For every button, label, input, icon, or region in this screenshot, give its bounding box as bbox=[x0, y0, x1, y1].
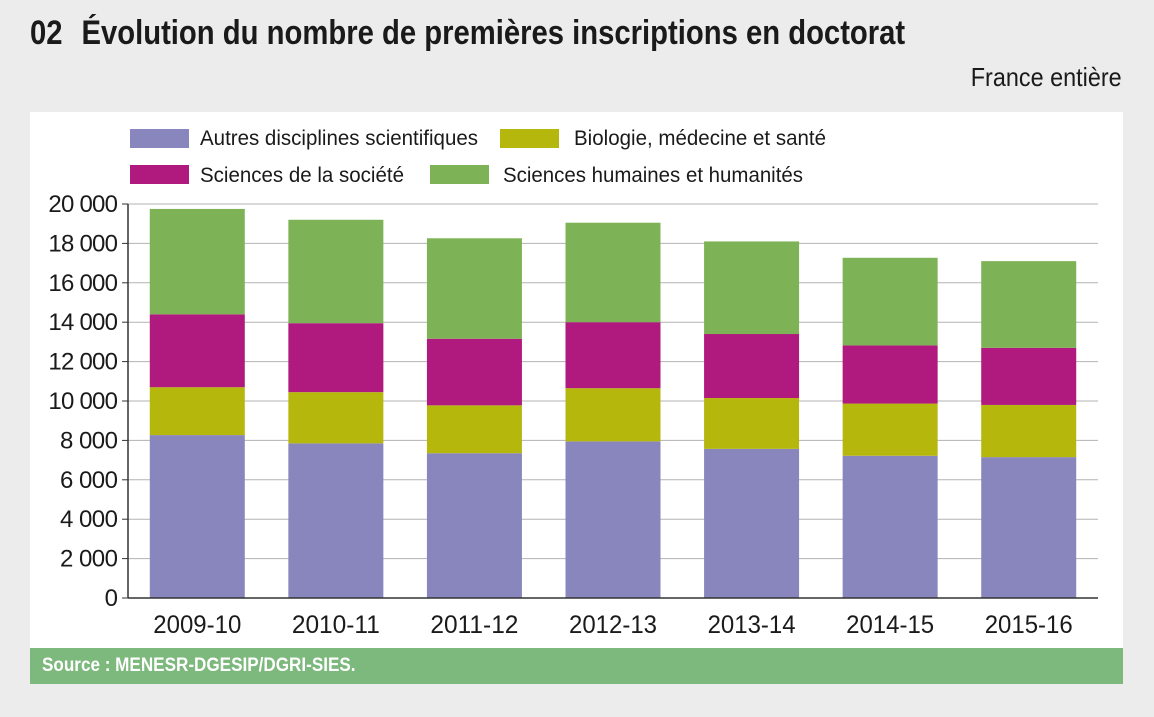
y-tick-label: 4 000 bbox=[60, 506, 118, 533]
y-tick-label: 16 000 bbox=[48, 270, 118, 297]
x-tick-label: 2011-12 bbox=[430, 611, 518, 639]
legend-swatch-0 bbox=[130, 129, 189, 148]
bar-segment-1 bbox=[288, 392, 384, 444]
bar-segment-3 bbox=[704, 241, 800, 335]
y-tick-label: 0 bbox=[105, 585, 118, 612]
bar-segment-0 bbox=[288, 443, 384, 598]
bar-segment-2 bbox=[842, 345, 938, 404]
y-tick-label: 18 000 bbox=[48, 230, 118, 257]
y-tick-label: 10 000 bbox=[48, 388, 118, 415]
y-tick-label: 8 000 bbox=[60, 427, 118, 454]
y-tick-label: 2 000 bbox=[60, 546, 118, 573]
bar-segment-0 bbox=[565, 441, 661, 598]
bar-segment-2 bbox=[981, 347, 1077, 405]
figure-title: Évolution du nombre de premières inscrip… bbox=[81, 14, 906, 52]
bar-segment-2 bbox=[426, 338, 522, 406]
y-tick-label: 20 000 bbox=[48, 191, 118, 218]
x-tick-label: 2015-16 bbox=[985, 611, 1073, 639]
bar-segment-1 bbox=[565, 388, 661, 442]
legend-label-1: Biologie, médecine et santé bbox=[574, 127, 826, 150]
axes: 0 2 000 4 000 6 000 8 000 10 000 12 000 14 000 1… bbox=[48, 191, 1098, 639]
x-tick-label: 2014-15 bbox=[846, 611, 934, 639]
bar-segment-3 bbox=[981, 261, 1077, 348]
x-tick-label: 2012-13 bbox=[569, 611, 657, 639]
legend-label-3: Sciences humaines et humanités bbox=[503, 164, 803, 187]
bar-segment-2 bbox=[288, 323, 384, 393]
bar-segment-0 bbox=[426, 453, 522, 598]
bar-segment-3 bbox=[426, 238, 522, 339]
figure-number: 02 bbox=[30, 14, 63, 52]
legend-label-0: Autres disciplines scientifiques bbox=[200, 127, 478, 150]
bar-segment-0 bbox=[842, 455, 938, 598]
y-tick-label: 6 000 bbox=[60, 467, 118, 494]
bar-segment-1 bbox=[981, 404, 1077, 458]
bar-segment-1 bbox=[149, 387, 245, 436]
bar-segment-0 bbox=[149, 435, 245, 598]
x-tick-label: 2009-10 bbox=[153, 611, 241, 639]
bar-segment-1 bbox=[426, 405, 522, 454]
bar-segment-1 bbox=[842, 403, 938, 456]
page-title: 02 Évolution du nombre de premières inscr… bbox=[30, 14, 905, 53]
x-tick-label: 2010-11 bbox=[292, 611, 380, 639]
legend-swatch-3 bbox=[430, 165, 489, 184]
bar-segment-3 bbox=[565, 222, 661, 323]
y-tick-label: 14 000 bbox=[48, 309, 118, 336]
y-tick-label: 12 000 bbox=[48, 349, 118, 376]
figure-subtitle: France entière bbox=[971, 62, 1122, 92]
bar-segment-0 bbox=[981, 457, 1077, 598]
legend-swatch-1 bbox=[500, 129, 559, 148]
legend-label-2: Sciences de la société bbox=[200, 164, 404, 187]
legend-swatch-2 bbox=[130, 165, 189, 184]
bar-segment-2 bbox=[149, 314, 245, 388]
legend: Autres disciplines scientifiques Biologie… bbox=[130, 127, 826, 187]
x-tick-label: 2013-14 bbox=[708, 611, 796, 639]
bar-segment-2 bbox=[565, 322, 661, 389]
bar-segment-1 bbox=[704, 398, 800, 449]
bar-segment-3 bbox=[288, 219, 384, 324]
source-text: Source : MENESR-DGESIP/DGRI-SIES. bbox=[42, 655, 356, 676]
bar-segment-3 bbox=[842, 257, 938, 346]
bar-segment-0 bbox=[704, 448, 800, 598]
bars bbox=[149, 208, 1077, 598]
bar-segment-3 bbox=[149, 208, 245, 315]
source-bar: Source : MENESR-DGESIP/DGRI-SIES. bbox=[30, 648, 1123, 684]
bar-segment-2 bbox=[704, 334, 800, 399]
